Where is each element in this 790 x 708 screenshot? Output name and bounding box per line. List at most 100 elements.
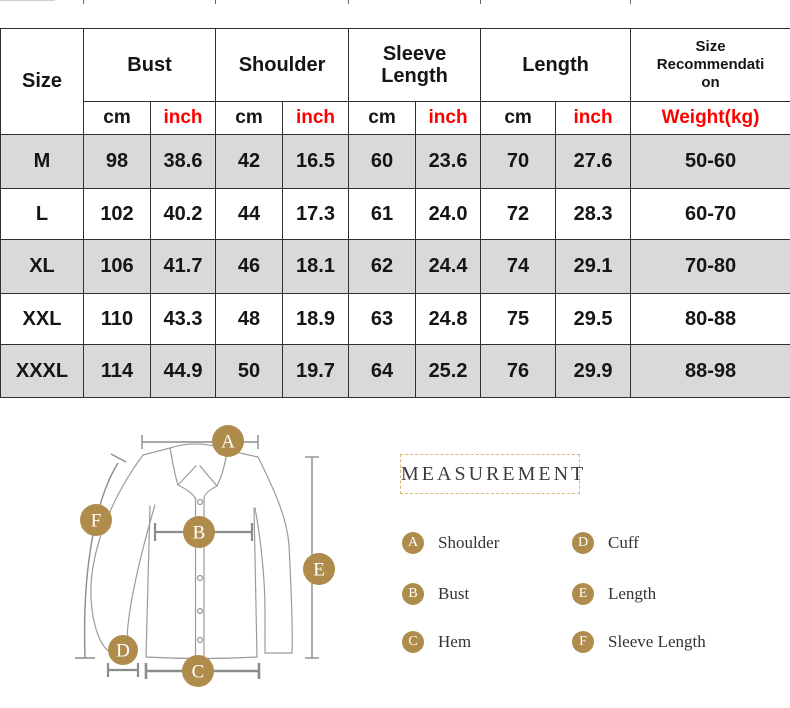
sleeve-length-measure-line xyxy=(75,453,127,659)
legend-item-hem: C Hem xyxy=(402,631,471,653)
legend-label: Hem xyxy=(438,632,472,651)
marker-b: B xyxy=(183,516,215,548)
badge-e: E xyxy=(572,583,594,605)
weight-kg-header: Weight(kg) xyxy=(630,100,790,136)
shoulder-inch-cell: 18.9 xyxy=(282,293,350,345)
shoulder-cm-cell: 42 xyxy=(215,134,284,189)
shirt-measurement-diagram: A B C D E F xyxy=(75,425,335,687)
cropped-column-line xyxy=(480,0,481,4)
legend-label: Cuff xyxy=(608,533,639,552)
cropped-column-line xyxy=(215,0,216,4)
length-cm-header: cm xyxy=(480,100,557,136)
svg-text:D: D xyxy=(116,641,130,662)
sleeve-inch-cell: 25.2 xyxy=(415,344,482,398)
table-row: XL 106 41.7 46 18.1 62 24.4 74 29.1 70-8… xyxy=(0,239,790,294)
shirt-outline xyxy=(90,443,293,660)
weight-cell: 88-98 xyxy=(630,344,790,398)
length-inch-cell: 27.6 xyxy=(555,134,632,189)
bust-cm-header: cm xyxy=(83,100,151,136)
legend-label: Sleeve Length xyxy=(608,632,706,651)
shoulder-header: Shoulder xyxy=(215,28,350,102)
table-row: L 102 40.2 44 17.3 61 24.0 72 28.3 60-70 xyxy=(0,188,790,240)
table-subheader-row: cm inch cm inch cm inch cm inch Weight(k… xyxy=(1,100,790,136)
legend-label: Length xyxy=(608,584,657,603)
shoulder-inch-cell: 18.1 xyxy=(282,239,350,294)
measurement-title-box: MEASUREMENT xyxy=(400,454,583,494)
badge-c: C xyxy=(402,631,424,653)
size-cell: L xyxy=(0,188,84,240)
weight-cell: 80-88 xyxy=(630,293,790,345)
weight-cell: 70-80 xyxy=(630,239,790,294)
sleeve-inch-cell: 23.6 xyxy=(415,134,482,189)
length-inch-cell: 29.1 xyxy=(555,239,632,294)
badge-a: A xyxy=(402,532,424,554)
svg-text:A: A xyxy=(221,432,235,453)
sleeve-inch-cell: 24.0 xyxy=(415,188,482,240)
size-column-header: Size xyxy=(0,28,84,135)
legend-item-length: E Length xyxy=(572,583,656,605)
svg-text:C: C xyxy=(192,662,205,683)
shoulder-cm-cell: 48 xyxy=(215,293,284,345)
marker-a: A xyxy=(212,425,244,457)
length-cm-cell: 72 xyxy=(480,188,557,240)
size-table: Size Bust Shoulder Sleeve Length Length … xyxy=(0,28,790,398)
sleeve-length-header: Sleeve Length xyxy=(348,28,482,102)
sleeve-inch-header: inch xyxy=(415,100,482,136)
cropped-column-line xyxy=(630,0,631,4)
length-cm-cell: 74 xyxy=(480,239,557,294)
marker-e: E xyxy=(303,553,335,585)
table-row: M 98 38.6 42 16.5 60 23.6 70 27.6 50-60 xyxy=(0,134,790,189)
bust-cm-cell: 102 xyxy=(83,188,151,240)
length-inch-cell: 28.3 xyxy=(555,188,632,240)
marker-f: F xyxy=(80,504,112,536)
badge-b: B xyxy=(402,583,424,605)
bust-cm-cell: 114 xyxy=(83,344,151,398)
sleeve-cm-cell: 60 xyxy=(348,134,417,189)
size-cell: XXL xyxy=(0,293,84,345)
legend-item-cuff: D Cuff xyxy=(572,532,639,554)
marker-c: C xyxy=(182,655,214,687)
cuff-measure-line xyxy=(106,663,140,677)
bust-inch-header: inch xyxy=(149,100,217,136)
shoulder-inch-cell: 17.3 xyxy=(282,188,350,240)
sleeve-cm-cell: 64 xyxy=(348,344,417,398)
measurement-title: MEASUREMENT xyxy=(401,463,587,485)
legend-label: Shoulder xyxy=(438,533,500,552)
shoulder-cm-cell: 46 xyxy=(215,239,284,294)
svg-text:B: B xyxy=(193,523,206,544)
length-inch-cell: 29.9 xyxy=(555,344,632,398)
table-header-row: Size Bust Shoulder Sleeve Length Length … xyxy=(0,28,790,135)
weight-cell: 50-60 xyxy=(630,134,790,189)
size-cell: XL xyxy=(0,239,84,294)
sleeve-cm-cell: 61 xyxy=(348,188,417,240)
svg-text:E: E xyxy=(313,560,325,581)
legend-label: Bust xyxy=(438,584,470,603)
cropped-row-line xyxy=(0,0,55,1)
length-cm-cell: 75 xyxy=(480,293,557,345)
shoulder-inch-header: inch xyxy=(282,100,350,136)
length-cm-cell: 70 xyxy=(480,134,557,189)
shoulder-cm-header: cm xyxy=(215,100,284,136)
bust-inch-cell: 44.9 xyxy=(149,344,217,398)
bust-cm-cell: 106 xyxy=(83,239,151,294)
marker-d: D xyxy=(108,635,138,665)
bust-inch-cell: 40.2 xyxy=(149,188,217,240)
legend-item-shoulder: A Shoulder xyxy=(402,532,499,554)
bust-header: Bust xyxy=(82,28,217,102)
size-cell: XXXL xyxy=(0,344,84,398)
bust-cm-cell: 110 xyxy=(83,293,151,345)
cropped-column-line xyxy=(348,0,349,4)
size-recommendation-header: Size Recommendation xyxy=(630,28,790,102)
shoulder-cm-cell: 50 xyxy=(215,344,284,398)
size-cell: M xyxy=(0,134,84,189)
bust-inch-cell: 41.7 xyxy=(149,239,217,294)
shoulder-inch-cell: 16.5 xyxy=(282,134,350,189)
shoulder-cm-cell: 44 xyxy=(215,188,284,240)
badge-d: D xyxy=(572,532,594,554)
shoulder-inch-cell: 19.7 xyxy=(282,344,350,398)
length-cm-cell: 76 xyxy=(480,344,557,398)
table-row: XXXL 114 44.9 50 19.7 64 25.2 76 29.9 88… xyxy=(0,344,790,398)
legend-item-bust: B Bust xyxy=(402,583,469,605)
sleeve-cm-cell: 63 xyxy=(348,293,417,345)
